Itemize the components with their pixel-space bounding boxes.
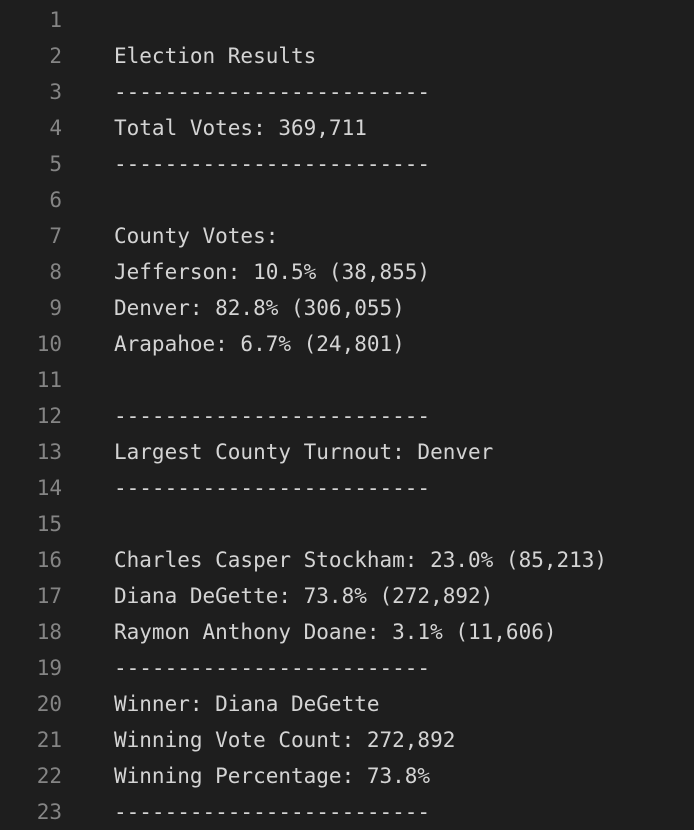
line-number: 5 [49, 152, 62, 176]
editor-line[interactable]: 23 ------------------------- [0, 794, 694, 830]
line-number: 18 [36, 620, 62, 644]
line-number: 7 [49, 224, 62, 248]
line-text[interactable]: County Votes: [114, 224, 279, 248]
line-text[interactable]: Election Results [114, 44, 317, 68]
line-number: 6 [49, 188, 62, 212]
line-text[interactable]: ------------------------- [114, 80, 431, 104]
line-number: 11 [36, 368, 62, 392]
line-text[interactable]: ------------------------- [114, 800, 431, 824]
line-number: 19 [36, 656, 62, 680]
editor-line[interactable]: 16 Charles Casper Stockham: 23.0% (85,213… [0, 542, 694, 578]
line-text[interactable]: ------------------------- [114, 152, 431, 176]
line-text[interactable]: Winning Percentage: 73.8% [114, 764, 431, 788]
editor-line[interactable]: 2 Election Results [0, 38, 694, 74]
line-text[interactable]: Jefferson: 10.5% (38,855) [114, 260, 431, 284]
line-number: 22 [36, 764, 62, 788]
editor-line[interactable]: 6 [0, 182, 694, 218]
line-number: 17 [36, 584, 62, 608]
line-number: 20 [36, 692, 62, 716]
line-number: 23 [36, 800, 62, 824]
line-number: 2 [49, 44, 62, 68]
editor-line[interactable]: 13 Largest County Turnout: Denver [0, 434, 694, 470]
line-number: 14 [36, 476, 62, 500]
editor-line[interactable]: 4 Total Votes: 369,711 [0, 110, 694, 146]
editor-line[interactable]: 15 [0, 506, 694, 542]
line-number: 13 [36, 440, 62, 464]
line-number: 12 [36, 404, 62, 428]
line-text[interactable]: Winning Vote Count: 272,892 [114, 728, 456, 752]
line-text[interactable]: ------------------------- [114, 404, 431, 428]
editor-line[interactable]: 1 [0, 2, 694, 38]
line-text[interactable]: Winner: Diana DeGette [114, 692, 380, 716]
line-text[interactable]: Charles Casper Stockham: 23.0% (85,213) [114, 548, 608, 572]
line-number: 9 [49, 296, 62, 320]
line-number: 10 [36, 332, 62, 356]
line-text[interactable]: ------------------------- [114, 656, 431, 680]
line-text[interactable]: Raymon Anthony Doane: 3.1% (11,606) [114, 620, 557, 644]
editor-line[interactable]: 20 Winner: Diana DeGette [0, 686, 694, 722]
editor-line[interactable]: 10 Arapahoe: 6.7% (24,801) [0, 326, 694, 362]
line-number: 4 [49, 116, 62, 140]
line-text[interactable]: Largest County Turnout: Denver [114, 440, 494, 464]
editor-line[interactable]: 17 Diana DeGette: 73.8% (272,892) [0, 578, 694, 614]
editor-line[interactable]: 19 ------------------------- [0, 650, 694, 686]
editor-line[interactable]: 21 Winning Vote Count: 272,892 [0, 722, 694, 758]
editor-line[interactable]: 7 County Votes: [0, 218, 694, 254]
line-text[interactable]: Denver: 82.8% (306,055) [114, 296, 405, 320]
editor-line[interactable]: 3 ------------------------- [0, 74, 694, 110]
line-number: 1 [49, 8, 62, 32]
line-number: 3 [49, 80, 62, 104]
line-text[interactable]: Arapahoe: 6.7% (24,801) [114, 332, 405, 356]
editor-line[interactable]: 8 Jefferson: 10.5% (38,855) [0, 254, 694, 290]
editor-line[interactable]: 14 ------------------------- [0, 470, 694, 506]
editor-line[interactable]: 12 ------------------------- [0, 398, 694, 434]
editor-line[interactable]: 9 Denver: 82.8% (306,055) [0, 290, 694, 326]
line-number: 15 [36, 512, 62, 536]
editor-line[interactable]: 18 Raymon Anthony Doane: 3.1% (11,606) [0, 614, 694, 650]
line-number: 16 [36, 548, 62, 572]
line-text[interactable]: Total Votes: 369,711 [114, 116, 367, 140]
editor-line[interactable]: 11 [0, 362, 694, 398]
line-text[interactable]: ------------------------- [114, 476, 431, 500]
line-number: 21 [36, 728, 62, 752]
editor-line[interactable]: 5 ------------------------- [0, 146, 694, 182]
line-number: 8 [49, 260, 62, 284]
line-text[interactable]: Diana DeGette: 73.8% (272,892) [114, 584, 494, 608]
editor-line[interactable]: 22 Winning Percentage: 73.8% [0, 758, 694, 794]
